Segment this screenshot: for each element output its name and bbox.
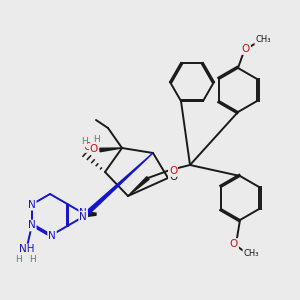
Polygon shape <box>100 148 122 152</box>
Text: H: H <box>15 255 22 264</box>
Text: N: N <box>79 212 87 222</box>
Text: NH: NH <box>19 244 34 254</box>
Text: O: O <box>90 144 98 154</box>
Text: CH₃: CH₃ <box>255 35 271 44</box>
Text: O: O <box>169 172 177 182</box>
Text: O: O <box>83 142 91 152</box>
Text: N: N <box>28 200 36 209</box>
Text: H: H <box>94 136 100 145</box>
Text: O: O <box>169 166 177 176</box>
Text: O: O <box>242 44 250 54</box>
Text: CH₃: CH₃ <box>243 250 259 259</box>
Text: H: H <box>81 137 87 146</box>
Text: N: N <box>79 208 87 218</box>
Text: H: H <box>29 255 36 264</box>
Polygon shape <box>82 153 153 218</box>
Polygon shape <box>128 177 149 196</box>
Text: N: N <box>27 200 35 209</box>
Text: N: N <box>48 231 56 241</box>
Text: N: N <box>28 220 36 230</box>
Text: O: O <box>230 239 238 249</box>
